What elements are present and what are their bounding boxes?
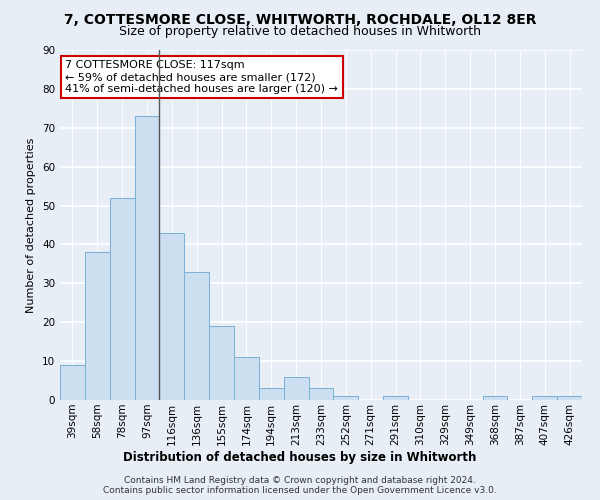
Y-axis label: Number of detached properties: Number of detached properties	[26, 138, 37, 312]
Bar	[234, 357, 259, 400]
Text: 7 COTTESMORE CLOSE: 117sqm
← 59% of detached houses are smaller (172)
41% of sem: 7 COTTESMORE CLOSE: 117sqm ← 59% of deta…	[65, 60, 338, 94]
Bar	[259, 388, 284, 400]
Bar	[532, 396, 557, 400]
Bar	[110, 198, 134, 400]
Bar	[482, 396, 508, 400]
Bar	[284, 376, 308, 400]
Bar	[383, 396, 408, 400]
Bar	[160, 233, 184, 400]
Text: Size of property relative to detached houses in Whitworth: Size of property relative to detached ho…	[119, 25, 481, 38]
Bar	[308, 388, 334, 400]
Text: Contains HM Land Registry data © Crown copyright and database right 2024.
Contai: Contains HM Land Registry data © Crown c…	[103, 476, 497, 495]
Text: 7, COTTESMORE CLOSE, WHITWORTH, ROCHDALE, OL12 8ER: 7, COTTESMORE CLOSE, WHITWORTH, ROCHDALE…	[64, 12, 536, 26]
Bar	[557, 396, 582, 400]
Bar	[85, 252, 110, 400]
Text: Distribution of detached houses by size in Whitworth: Distribution of detached houses by size …	[124, 451, 476, 464]
Bar	[184, 272, 209, 400]
Bar	[334, 396, 358, 400]
Bar	[209, 326, 234, 400]
Bar	[134, 116, 160, 400]
Bar	[60, 365, 85, 400]
